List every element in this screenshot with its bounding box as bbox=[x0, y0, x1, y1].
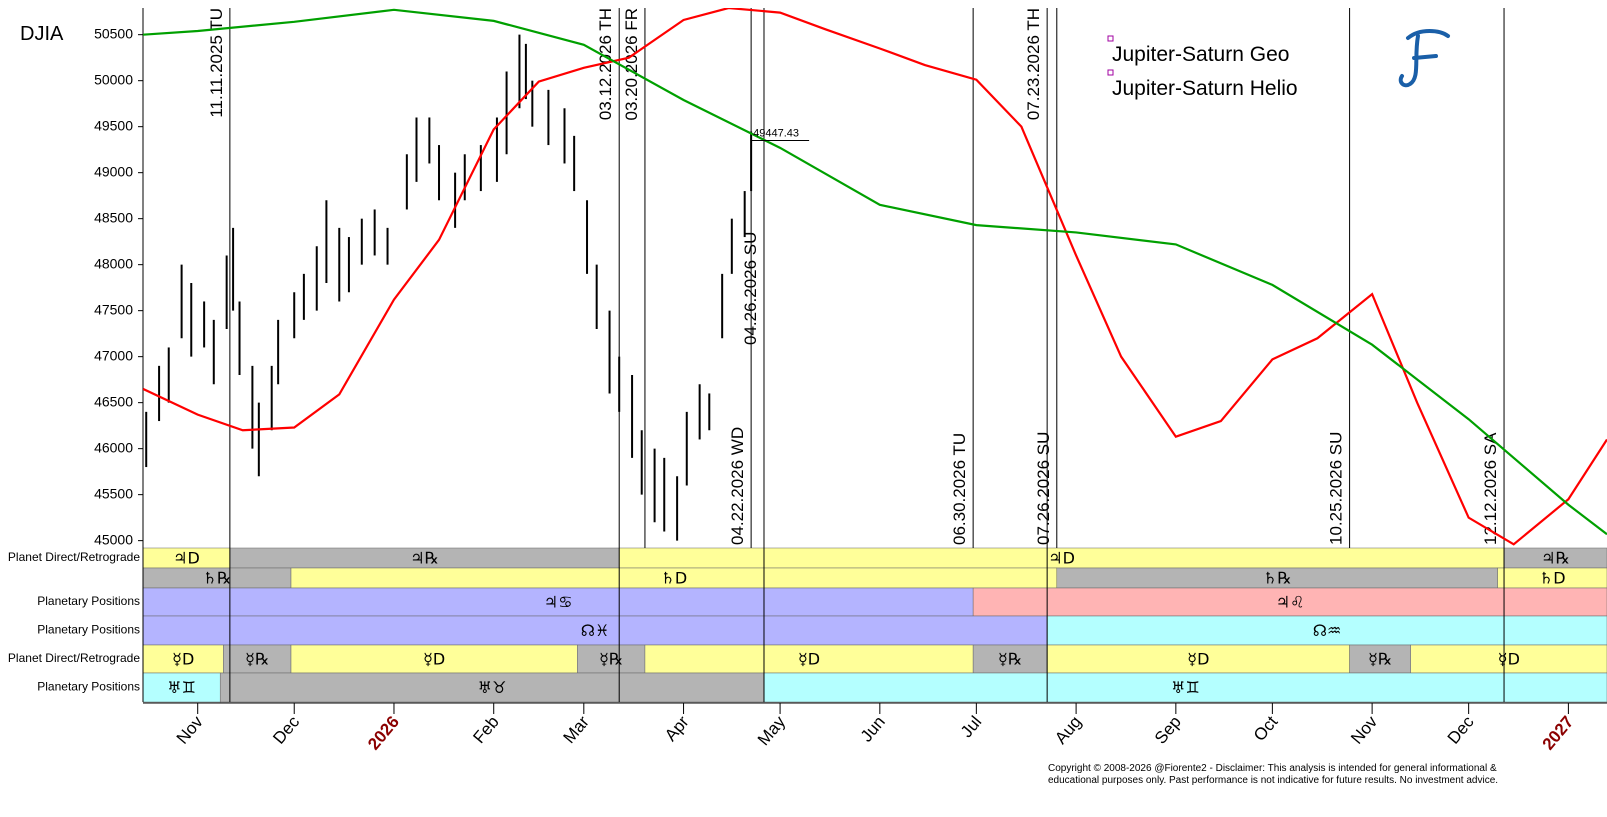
band-label: ♃℞ bbox=[410, 549, 439, 568]
band-label: ☊♒ bbox=[1313, 621, 1342, 640]
band-label: ☿D bbox=[172, 650, 194, 669]
band-segment bbox=[290, 644, 578, 674]
band-label: ☿D bbox=[423, 650, 445, 669]
band-segment bbox=[1046, 644, 1350, 674]
band-label: ♄℞ bbox=[203, 569, 232, 588]
band-label: ☿℞ bbox=[1368, 650, 1392, 669]
band-segment bbox=[1349, 644, 1411, 674]
band-label: ♃D bbox=[1048, 549, 1075, 568]
legend-label: Jupiter-Saturn Helio bbox=[1112, 77, 1298, 100]
x-tick-label: Dec bbox=[269, 712, 303, 748]
x-tick-label: Mar bbox=[559, 712, 593, 747]
band-label: ☿D bbox=[798, 650, 820, 669]
band-label: ☿℞ bbox=[245, 650, 269, 669]
y-tick-label: 48500 bbox=[94, 209, 133, 225]
band-label: ♄D bbox=[661, 569, 688, 588]
x-tick-label: Feb bbox=[469, 712, 502, 747]
x-tick-label: Nov bbox=[1347, 712, 1381, 748]
event-label: 06.30.2026 TU bbox=[950, 433, 969, 545]
y-tick-label: 47000 bbox=[94, 347, 133, 363]
legend-marker bbox=[1107, 69, 1114, 76]
x-tick-label: 2027 bbox=[1539, 712, 1578, 753]
band-segment bbox=[1046, 615, 1607, 646]
band-segment bbox=[644, 644, 974, 674]
event-label: 04.22.2026 WD bbox=[728, 427, 747, 545]
series-line bbox=[143, 8, 1607, 536]
band-segment bbox=[142, 672, 221, 703]
y-tick-label: 46000 bbox=[94, 439, 133, 455]
band-label: ♄D bbox=[1539, 569, 1566, 588]
event-label: 07.26.2026 SU bbox=[1034, 432, 1053, 545]
x-tick-label: May bbox=[754, 712, 790, 749]
x-tick-label: Dec bbox=[1444, 712, 1478, 748]
band-label: ♃♋ bbox=[544, 593, 573, 612]
row-label: Planetary Positions bbox=[37, 623, 140, 637]
x-tick-label: Apr bbox=[661, 712, 693, 745]
band-segment bbox=[142, 587, 974, 617]
band-segment bbox=[219, 672, 765, 703]
y-tick-label: 45000 bbox=[94, 531, 133, 547]
event-label: 07.23.2026 TH bbox=[1024, 8, 1043, 120]
footnote: Copyright © 2008-2026 @Fiorente2 - Discl… bbox=[1048, 763, 1497, 774]
price-name: DJIA bbox=[20, 23, 64, 45]
legend-marker bbox=[1107, 35, 1114, 42]
event-label: 04.26.2026 SU bbox=[741, 232, 760, 345]
event-label: 03.20.2026 FR bbox=[622, 8, 641, 120]
legend-label: Jupiter-Saturn Geo bbox=[1112, 43, 1289, 66]
event-label: 11.11.2025 TU bbox=[207, 8, 226, 118]
row-label: Planetary Positions bbox=[37, 594, 140, 608]
y-tick-label: 50500 bbox=[94, 25, 133, 41]
x-tick-label: Nov bbox=[173, 712, 207, 748]
row-label: Planet Direct/Retrograde bbox=[8, 550, 140, 564]
y-tick-label: 48000 bbox=[94, 255, 133, 271]
band-segment bbox=[577, 644, 646, 674]
logo-mark bbox=[1398, 29, 1450, 88]
x-tick-label: Aug bbox=[1051, 712, 1085, 747]
series-line bbox=[143, 8, 1607, 546]
value-label: 49447.43 bbox=[753, 128, 799, 140]
x-tick-label: 2026 bbox=[364, 712, 403, 753]
footnote: educational purposes only. Past performa… bbox=[1048, 775, 1498, 786]
event-label: 12.12.2026 SA bbox=[1481, 432, 1500, 545]
band-label: ♃♌ bbox=[1276, 593, 1305, 612]
x-tick-label: Oct bbox=[1250, 712, 1282, 745]
band-segment bbox=[972, 587, 1607, 617]
band-label: ♃D bbox=[173, 549, 200, 568]
band-label: ☿℞ bbox=[998, 650, 1022, 669]
band-label: ☊♓ bbox=[581, 621, 610, 640]
y-tick-label: 49000 bbox=[94, 163, 133, 179]
x-tick-label: Jul bbox=[957, 712, 986, 741]
y-tick-label: 46500 bbox=[94, 393, 133, 409]
x-tick-label: Sep bbox=[1151, 712, 1185, 747]
band-label: ♄℞ bbox=[1263, 569, 1292, 588]
band-segment bbox=[223, 644, 292, 674]
band-label: ♅♊ bbox=[1171, 678, 1200, 697]
band-label: ♃℞ bbox=[1541, 549, 1570, 568]
band-segment bbox=[1410, 644, 1607, 674]
band-label: ♅♉ bbox=[478, 678, 507, 697]
row-label: Planet Direct/Retrograde bbox=[8, 651, 140, 665]
y-tick-label: 45500 bbox=[94, 485, 133, 501]
band-label: ☿℞ bbox=[599, 650, 623, 669]
logo bbox=[1398, 29, 1450, 88]
y-tick-label: 49500 bbox=[94, 117, 133, 133]
event-label: 10.25.2026 SU bbox=[1327, 432, 1346, 545]
band-segment bbox=[972, 644, 1048, 674]
band-segment bbox=[142, 644, 224, 674]
band-label: ☿D bbox=[1498, 650, 1520, 669]
event-label: 03.12.2026 TH bbox=[596, 8, 615, 120]
band-label: ☿D bbox=[1187, 650, 1209, 669]
row-label: Planetary Positions bbox=[37, 680, 140, 694]
x-tick-label: Jun bbox=[857, 712, 889, 745]
y-tick-label: 50000 bbox=[94, 71, 133, 87]
band-label: ♅♊ bbox=[167, 678, 196, 697]
plot-area bbox=[143, 8, 1607, 546]
y-tick-label: 47500 bbox=[94, 301, 133, 317]
